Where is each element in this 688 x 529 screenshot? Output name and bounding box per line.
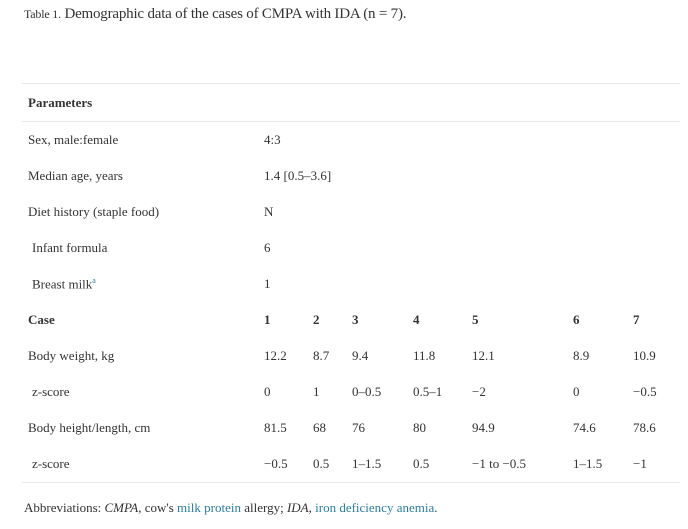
row-value: 0 xyxy=(264,384,271,399)
row-value: 74.6 xyxy=(573,420,596,435)
table-header-row: Parameters xyxy=(22,83,680,122)
case-number: 6 xyxy=(573,312,580,327)
table-row: Sex, male:female 4:3 xyxy=(22,122,680,159)
demographics-table: Parameters Sex, male:female 4:3 Median age… xyxy=(22,83,680,483)
row-value: 0.5 xyxy=(307,446,346,483)
row-label: Sex, male:female xyxy=(28,132,119,147)
row-value: −0.5 xyxy=(258,446,307,483)
row-value: 1 xyxy=(313,384,320,399)
table-row: z-score 0 1 0–0.5 0.5–1 −2 0 −0.5 xyxy=(22,374,680,410)
row-value: 80 xyxy=(413,420,426,435)
row-label: Body height/length, cm xyxy=(28,420,151,435)
row-label: Body weight, kg xyxy=(28,348,115,363)
row-value: −1 xyxy=(627,446,680,483)
case-label: Case xyxy=(28,312,55,327)
case-number: 4 xyxy=(413,312,420,327)
row-label: z-score xyxy=(32,384,70,399)
row-value: 11.8 xyxy=(413,348,436,363)
row-value: 6 xyxy=(264,240,271,255)
row-value: 9.4 xyxy=(352,348,369,363)
row-value: −2 xyxy=(472,384,486,399)
footnote-marker[interactable]: a xyxy=(92,275,96,285)
row-label: Median age, years xyxy=(28,168,123,183)
table-row: Body weight, kg 12.2 8.7 9.4 11.8 12.1 8.9 10.9 xyxy=(22,338,680,374)
table-row: Diet history (staple food) N xyxy=(22,194,680,230)
row-value: 8.9 xyxy=(573,348,590,363)
row-label: z-score xyxy=(22,446,258,483)
link-milk-protein[interactable]: milk protein xyxy=(177,500,241,515)
row-value: 0.5 xyxy=(407,446,466,483)
case-number: 7 xyxy=(633,312,640,327)
row-value: 68 xyxy=(313,420,326,435)
row-value: 4:3 xyxy=(264,132,281,147)
row-value: 0 xyxy=(573,384,580,399)
row-value: 81.5 xyxy=(264,420,287,435)
case-number: 2 xyxy=(313,312,320,327)
row-value: 8.7 xyxy=(313,348,330,363)
link-iron-deficiency-anemia[interactable]: iron deficiency anemia xyxy=(315,500,435,515)
row-value: 12.2 xyxy=(264,348,287,363)
row-value: −1 to −0.5 xyxy=(466,446,567,483)
row-label: Breast milka xyxy=(32,275,96,292)
footnote: Abbreviations: CMPA, cow's milk protein … xyxy=(24,500,438,515)
row-value: 12.1 xyxy=(472,348,495,363)
row-value: 1.4 [0.5–3.6] xyxy=(264,168,332,183)
row-value: 78.6 xyxy=(633,420,656,435)
case-header-row: Case 1 2 3 4 5 6 7 xyxy=(22,302,680,338)
row-label: Diet history (staple food) xyxy=(28,204,160,219)
table-row: z-score −0.5 0.5 1–1.5 0.5 −1 to −0.5 1–1.5 −1 xyxy=(22,446,680,483)
row-value: 0–0.5 xyxy=(352,384,382,399)
header-parameters: Parameters xyxy=(22,83,680,122)
table-row: Breast milka 1 xyxy=(22,266,680,302)
row-value: 10.9 xyxy=(633,348,656,363)
row-value: 0.5–1 xyxy=(413,384,443,399)
case-number: 1 xyxy=(264,312,271,327)
row-value: 94.9 xyxy=(472,420,495,435)
row-value: 1–1.5 xyxy=(346,446,407,483)
table-row: Median age, years 1.4 [0.5–3.6] xyxy=(22,158,680,194)
row-value: 76 xyxy=(352,420,365,435)
table-row: Body height/length, cm 81.5 68 76 80 94.9 74.6… xyxy=(22,410,680,446)
case-number: 3 xyxy=(352,312,359,327)
row-label: Infant formula xyxy=(32,240,108,255)
row-value: −0.5 xyxy=(633,384,657,399)
row-value: N xyxy=(264,204,274,219)
table-caption: Table 1. Demographic data of the cases o… xyxy=(24,6,407,22)
row-value: 1–1.5 xyxy=(567,446,627,483)
table-row: Infant formula 6 xyxy=(22,230,680,266)
row-value: 1 xyxy=(264,276,271,291)
case-number: 5 xyxy=(472,312,479,327)
